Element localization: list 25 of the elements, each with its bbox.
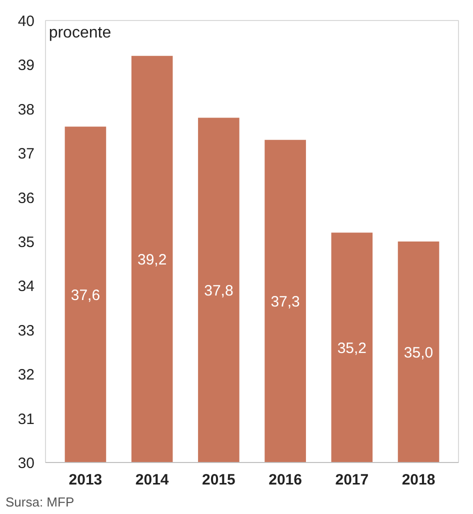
y-tick-label: 31	[18, 410, 35, 428]
text: Sursa: MFP	[6, 494, 74, 510]
y-tick-label: 34	[18, 278, 35, 296]
y-tick-label: 37	[18, 146, 35, 163]
data-label: 35,0	[404, 344, 434, 362]
y-tick-label: 33	[18, 322, 35, 340]
data-label: 37,6	[70, 287, 100, 304]
data-label: 37,8	[204, 282, 234, 300]
y-tick-label: 36	[18, 190, 35, 207]
x-tick-label: 2017	[335, 472, 369, 488]
x-tick-label: 2014	[135, 472, 170, 488]
x-tick-label: 2015	[202, 472, 236, 488]
y-tick-label: 30	[18, 455, 35, 472]
y-tick-label: 38	[18, 101, 35, 118]
x-tick-label: 2016	[268, 472, 302, 488]
y-axis-title: procente	[48, 24, 112, 42]
x-tick-label: 2013	[68, 472, 102, 488]
data-label: 35,2	[337, 340, 367, 358]
y-tick-label: 35	[18, 234, 35, 251]
data-label: 39,2	[137, 252, 167, 269]
x-tick-label: 2018	[402, 472, 436, 488]
y-tick-label: 32	[18, 366, 35, 384]
data-label: 37,3	[270, 294, 300, 311]
y-tick-label: 40	[18, 13, 35, 30]
y-tick-label: 39	[18, 57, 35, 74]
